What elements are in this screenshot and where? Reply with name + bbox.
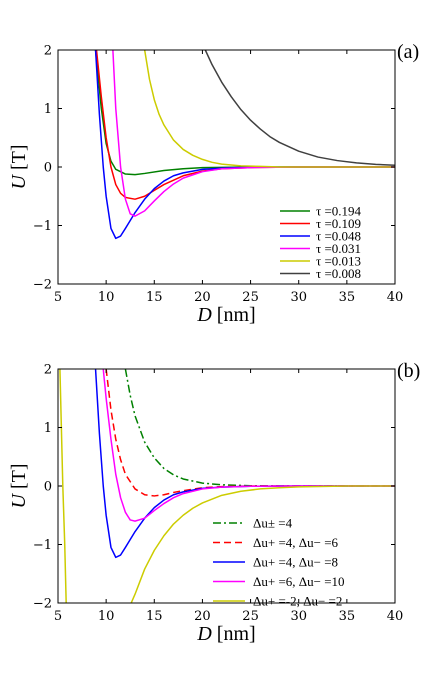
legend-entry: Δu+ =6, Δu− =10 xyxy=(253,574,345,589)
legend-entry: Δu+ =4, Δu− =8 xyxy=(253,555,338,570)
series-line-1 xyxy=(105,369,395,497)
legend-entry: Δu+ =4, Δu− =6 xyxy=(253,535,339,550)
x-axis-label: D [nm] xyxy=(196,304,255,326)
x-tick-label: 40 xyxy=(387,609,404,624)
x-tick-label: 25 xyxy=(242,290,259,305)
y-tick-label: 2 xyxy=(44,363,52,378)
legend-entry: τ =0.194 xyxy=(316,204,362,219)
y-tick-label: 2 xyxy=(44,44,52,59)
series-line-4 xyxy=(143,50,395,168)
series-line-0 xyxy=(124,369,395,487)
panel-b: 5 10 15 20 25 30 35 40 −2 −1 0 1 2 D [nm] U [T] (b) Δu± … xyxy=(8,360,420,645)
y-tick-label: 1 xyxy=(44,421,52,436)
x-tick-label: 30 xyxy=(290,290,307,305)
x-tick-label: 20 xyxy=(194,609,211,624)
y-tick-label: −1 xyxy=(33,219,52,234)
legend-entry: τ =0.008 xyxy=(316,266,361,281)
x-axis-label: D [nm] xyxy=(196,623,255,645)
x-tick-label: 30 xyxy=(290,609,307,624)
y-axis-label: U [T] xyxy=(8,464,30,509)
series-line-3 xyxy=(102,369,395,522)
y-tick-label: 1 xyxy=(44,102,52,117)
y-tick-label: 0 xyxy=(44,480,52,495)
y-tick-label: 0 xyxy=(44,161,52,176)
plot-area xyxy=(59,369,395,603)
x-tick-label: 10 xyxy=(98,290,115,305)
x-tick-label: 15 xyxy=(146,609,163,624)
plot-area xyxy=(94,50,395,240)
x-tick-label: 35 xyxy=(339,290,356,305)
series-line-5 xyxy=(204,50,395,166)
legend-entry: τ =0.109 xyxy=(316,216,361,231)
series-line-5 xyxy=(130,485,395,603)
legend-entry: τ =0.031 xyxy=(316,241,361,256)
x-tick-label: 20 xyxy=(194,290,211,305)
legend-entry: Δu± =4 xyxy=(253,516,293,531)
panel-label: (b) xyxy=(397,360,420,382)
legend-entry: Δu+ =-2, Δu− =2 xyxy=(253,594,342,609)
y-tick-label: −1 xyxy=(33,538,52,553)
x-tick-label: 10 xyxy=(98,609,115,624)
x-tick-label: 15 xyxy=(146,290,163,305)
x-tick-label: 25 xyxy=(242,609,259,624)
x-tick-label: 5 xyxy=(54,609,62,624)
x-tick-label: 35 xyxy=(339,609,356,624)
series-line-2 xyxy=(94,369,395,559)
legend-entry: τ =0.048 xyxy=(316,229,361,244)
panel-a: 5 10 15 20 25 30 35 40 −2 −1 0 1 2 D [nm] U [T] (a) τ =0… xyxy=(8,41,419,326)
legend: Δu± =4 Δu+ =4, Δu− =6 Δu+ =4, Δu− =8 Δu+ =6… xyxy=(213,516,345,609)
y-axis-label: U [T] xyxy=(8,145,30,190)
x-tick-label: 40 xyxy=(387,290,404,305)
legend-entry: τ =0.013 xyxy=(316,254,361,269)
series-line-3 xyxy=(112,50,395,217)
series-line-4 xyxy=(59,369,67,603)
x-tick-label: 5 xyxy=(54,290,62,305)
panel-label: (a) xyxy=(397,41,419,63)
y-tick-label: −2 xyxy=(33,278,52,293)
series-line-1 xyxy=(95,50,395,200)
series-line-0 xyxy=(94,50,395,176)
y-tick-label: −2 xyxy=(33,597,52,612)
